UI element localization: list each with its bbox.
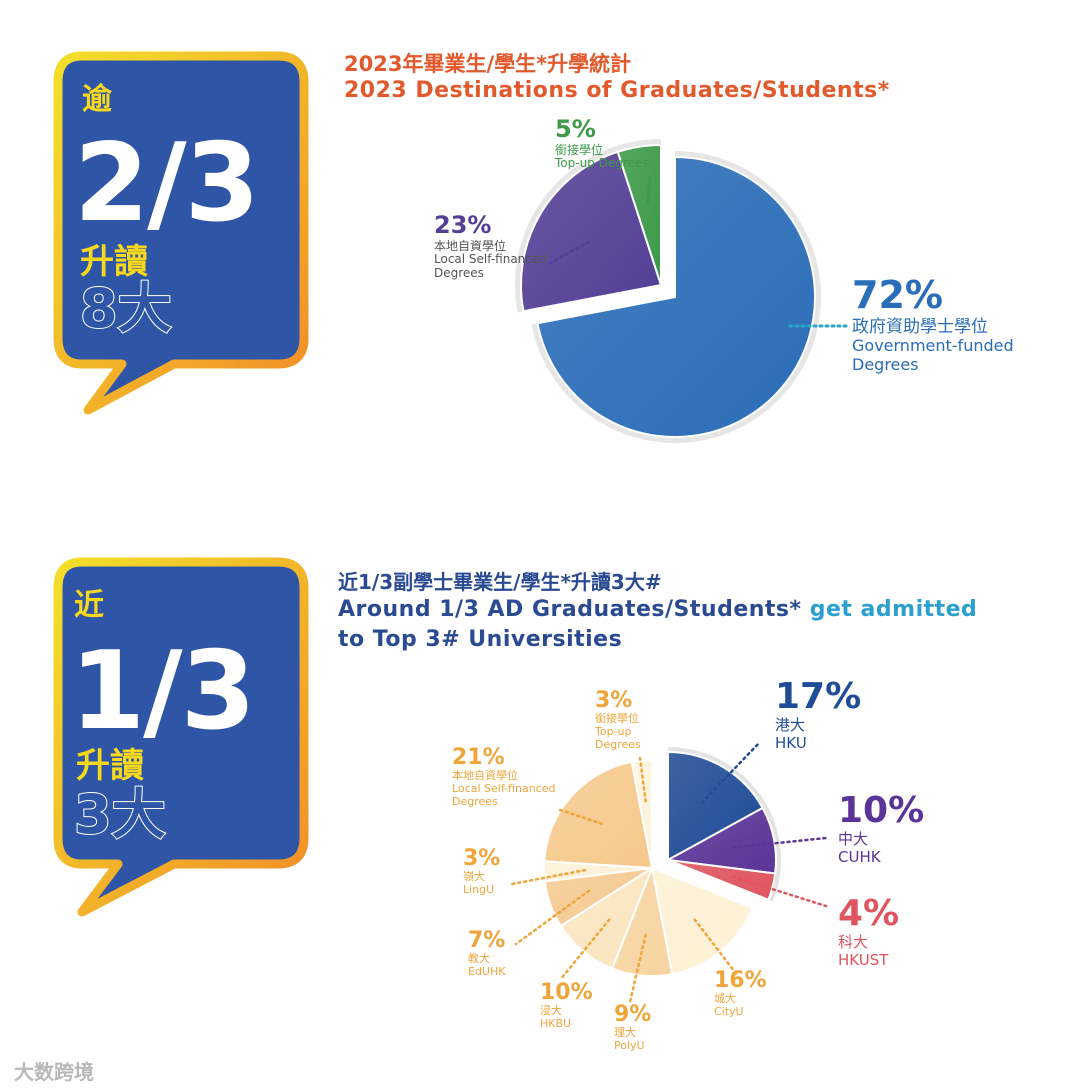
chart2-slice-cityu	[650, 866, 754, 976]
bubble-fraction: 2/3	[74, 121, 260, 246]
chart1-label-govfunded: 72% 政府資助學士學位 Government-funded Degrees	[852, 273, 1014, 374]
speech-bubble-shape	[53, 557, 309, 917]
callout-bubble-2: 近 1/3 升讀 3大	[52, 556, 312, 926]
chart2-title-zh: 近1/3副學士畢業生/學生*升讀3大#	[338, 570, 662, 594]
chart2-slice-local-self-financed-degrees	[543, 760, 654, 870]
chart2-leader-top-up-degrees	[638, 756, 647, 803]
chart2-slice-hkust	[667, 859, 777, 902]
chart2-leader-lingu	[510, 868, 587, 886]
chart1-label-selffinanced: 23% 本地自資學位 Local Self-financed Degrees	[434, 211, 547, 281]
chart1-title-en: 2023 Destinations of Graduates/Students*	[344, 78, 890, 103]
chart1-slice-top-up-degrees	[616, 143, 662, 286]
chart2-label-lingu: 3% 嶺大 LingU	[463, 846, 501, 896]
chart2-leader-eduhk	[514, 889, 591, 946]
bubble-prefix: 逾	[82, 82, 112, 117]
chart2-slice-hku	[667, 750, 764, 862]
chart2-label-cuhk: 10% 中大 CUHK	[838, 790, 925, 866]
watermark: 大数跨境	[14, 1060, 94, 1084]
chart2-leader-hku	[700, 740, 762, 804]
chart2-title-en-line2: to Top 3# Universities	[338, 627, 623, 652]
chart2-label-eduhk: 7% 教大 EdUHK	[468, 928, 506, 978]
chart2-leader-local-self-financed-degrees	[558, 808, 604, 825]
chart2-label-polyu: 9% 理大 PolyU	[614, 1002, 652, 1052]
bubble-prefix: 近	[74, 588, 104, 623]
chart1-slice-local-self-financed-degrees	[520, 150, 663, 313]
chart1-leader-top-up-degrees	[646, 176, 652, 204]
chart2-label-hku: 17% 港大 HKU	[775, 676, 862, 752]
chart1-slice-government-funded-degrees	[536, 155, 816, 438]
chart2-leader-cityu	[693, 918, 740, 978]
chart2-slice-top-up-degrees	[630, 758, 653, 869]
speech-bubble-shape	[53, 51, 309, 415]
chart2-title-en-b: get admitted	[809, 597, 978, 622]
bubble-fraction: 1/3	[70, 629, 256, 754]
chart1-label-topup: 5% 銜接學位 Top-up Degrees	[555, 115, 649, 171]
bubble-verb: 升讀	[80, 242, 148, 282]
chart2-label-hkbu: 10% 浸大 HKBU	[540, 980, 593, 1030]
chart2-leader-hkust	[731, 875, 828, 908]
chart2-label-cityu: 16% 城大 CityU	[714, 968, 767, 1018]
chart1-title-zh: 2023年畢業生/學生*升學統計	[344, 52, 632, 76]
bubble-target: 8大	[79, 277, 173, 340]
chart2-leader-cuhk	[732, 836, 828, 849]
chart2-title-en-a: Around 1/3 AD Graduates/Students*	[338, 597, 802, 622]
bubble-verb: 升讀	[76, 746, 144, 786]
callout-bubble-1: 逾 2/3 升讀 8大	[52, 50, 312, 420]
chart2-label-hkust: 4% 科大 HKUST	[838, 893, 900, 969]
chart2-label-topup: 3% 銜接學位 Top-up Degrees	[595, 688, 641, 751]
bubble-target: 3大	[73, 783, 167, 846]
chart1-leader-local-self-financed-degrees	[546, 240, 591, 266]
chart2-leader-hkbu	[558, 918, 611, 982]
chart2-title-en-line1: Around 1/3 AD Graduates/Students* get ad…	[338, 597, 977, 622]
chart2-leader-polyu	[628, 933, 647, 1004]
chart2-label-selffinanced: 21% 本地自資學位 Local Self-financed Degrees	[452, 745, 556, 808]
